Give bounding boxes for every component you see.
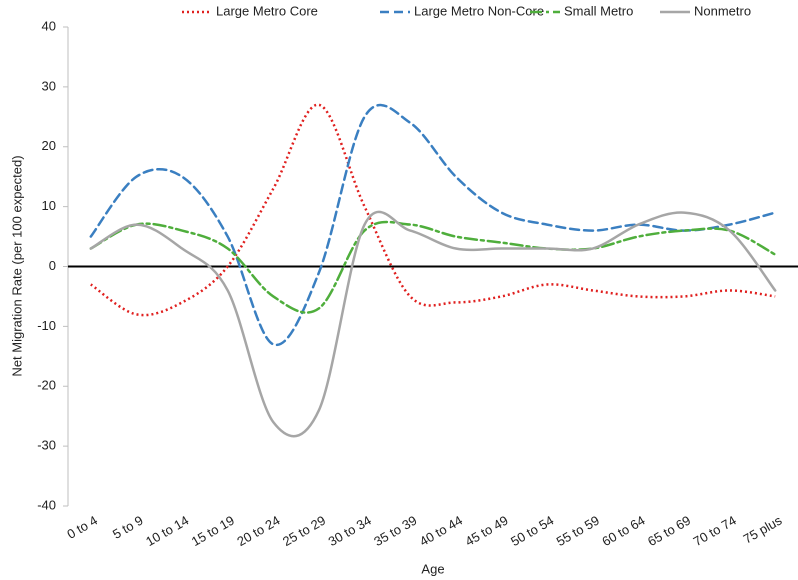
x-tick-label: 25 to 29 — [280, 513, 328, 549]
x-tick-label: 65 to 69 — [645, 513, 693, 549]
y-tick-label: 0 — [49, 258, 56, 273]
y-tick-label: -40 — [37, 497, 56, 512]
x-tick-label: 75 plus — [741, 512, 785, 546]
x-tick-label: 15 to 19 — [189, 513, 237, 549]
y-tick-label: 20 — [42, 138, 56, 153]
y-tick-label: -10 — [37, 318, 56, 333]
y-tick-label: 30 — [42, 78, 56, 93]
series-line — [89, 103, 777, 347]
x-axis-label: Age — [421, 561, 444, 576]
y-tick-label: 10 — [42, 198, 56, 213]
x-tick-label: 45 to 49 — [462, 513, 510, 549]
y-tick-label: -30 — [37, 438, 56, 453]
y-tick-label: 40 — [42, 18, 56, 33]
legend-label: Nonmetro — [694, 3, 751, 18]
x-tick-label: 70 to 74 — [691, 513, 739, 549]
y-axis-label: Net Migration Rate (per 100 expected) — [9, 155, 24, 376]
legend-label: Small Metro — [564, 3, 633, 18]
x-tick-label: 35 to 39 — [371, 513, 419, 549]
series-line — [89, 210, 777, 438]
legend-label: Large Metro Non-Core — [414, 3, 544, 18]
x-tick-label: 10 to 14 — [143, 513, 191, 549]
series-line — [89, 220, 777, 314]
x-tick-label: 5 to 9 — [110, 513, 146, 542]
x-tick-label: 0 to 4 — [64, 513, 100, 542]
series-line — [90, 103, 776, 317]
x-tick-label: 60 to 64 — [599, 513, 647, 549]
legend-label: Large Metro Core — [216, 3, 318, 18]
x-tick-label: 20 to 24 — [234, 513, 282, 549]
x-tick-label: 30 to 34 — [326, 513, 374, 549]
y-tick-label: -20 — [37, 378, 56, 393]
x-tick-label: 40 to 44 — [417, 513, 465, 549]
x-tick-label: 55 to 59 — [554, 513, 602, 549]
x-tick-label: 50 to 54 — [508, 513, 556, 549]
